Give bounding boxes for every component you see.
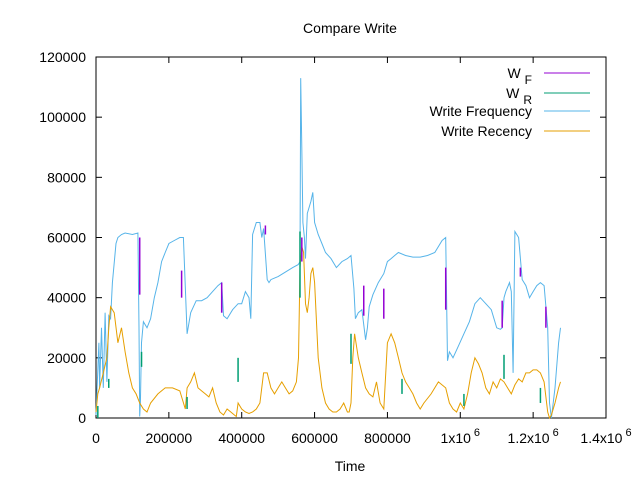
series-3: [95, 246, 561, 420]
legend-label: Write Frequency: [430, 103, 532, 119]
y-tick-label: 80000: [47, 169, 86, 185]
y-tick-label: 40000: [47, 290, 86, 306]
x-tick-label: 0: [92, 430, 100, 446]
y-tick-label: 20000: [47, 350, 86, 366]
series-line: [95, 246, 561, 420]
x-axis: 0 200000 400000 600000 800000 1x10 6 1.2x10 6 1.4…: [92, 57, 632, 446]
series-2: [95, 78, 561, 419]
y-tick-label: 60000: [47, 230, 86, 246]
y-tick-label: 100000: [39, 109, 86, 125]
chart-title: Compare Write: [303, 20, 397, 36]
y-tick-label: 0: [78, 410, 86, 426]
series-line: [95, 78, 561, 419]
x-axis-label: Time: [335, 458, 366, 474]
series-1: [97, 231, 542, 418]
x-tick-label: 200000: [145, 430, 192, 446]
y-tick-label: 120000: [39, 49, 86, 65]
series-layer: [95, 78, 561, 420]
x-tick-label: 1.2x10 6: [508, 427, 559, 446]
x-tick-label: 1x10 6: [441, 427, 480, 446]
x-tick-label: 600000: [291, 430, 338, 446]
y-axis: 0 20000 40000 60000 80000 100000 120000: [39, 49, 606, 426]
series-0: [138, 225, 547, 328]
legend-label: Write Recency: [441, 123, 532, 139]
x-tick-label: 400000: [218, 430, 265, 446]
x-tick-label: 800000: [364, 430, 411, 446]
x-tick-label: 1.4x10 6: [580, 427, 631, 446]
